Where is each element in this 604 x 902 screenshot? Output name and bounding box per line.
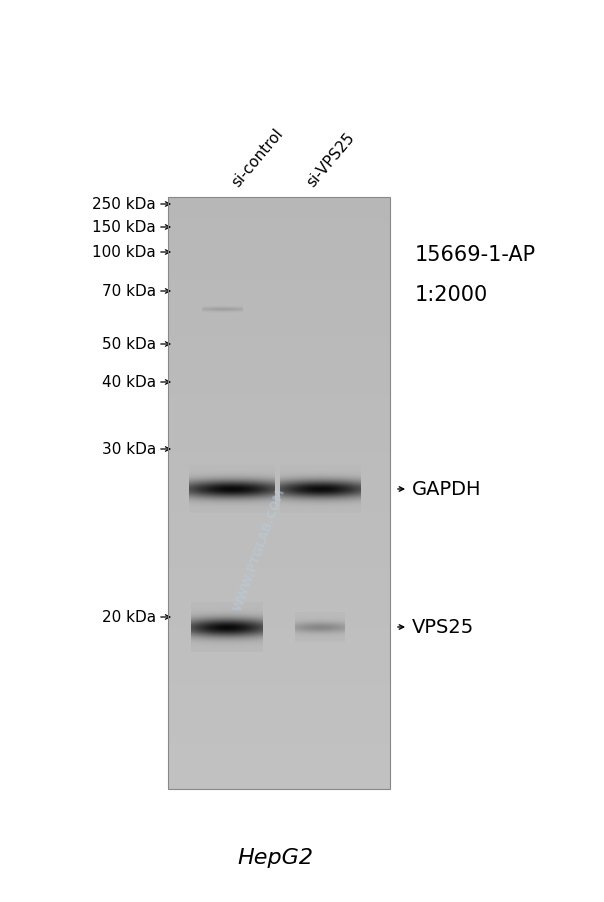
Text: si-VPS25: si-VPS25 xyxy=(303,130,357,189)
Text: 250 kDa: 250 kDa xyxy=(92,198,156,212)
Text: WWW.PTGLAB.COM: WWW.PTGLAB.COM xyxy=(232,486,288,612)
Text: 50 kDa: 50 kDa xyxy=(102,337,156,352)
Text: 15669-1-AP: 15669-1-AP xyxy=(415,244,536,264)
Text: 150 kDa: 150 kDa xyxy=(92,220,156,235)
Text: 40 kDa: 40 kDa xyxy=(102,375,156,390)
Text: HepG2: HepG2 xyxy=(237,847,313,867)
Text: 30 kDa: 30 kDa xyxy=(101,442,156,457)
Text: 70 kDa: 70 kDa xyxy=(102,284,156,299)
Text: si-control: si-control xyxy=(228,126,286,189)
Bar xyxy=(168,198,390,789)
Text: 20 kDa: 20 kDa xyxy=(102,610,156,625)
Text: GAPDH: GAPDH xyxy=(412,480,481,499)
Text: 1:2000: 1:2000 xyxy=(415,285,488,305)
Text: VPS25: VPS25 xyxy=(412,618,474,637)
Text: 100 kDa: 100 kDa xyxy=(92,245,156,260)
